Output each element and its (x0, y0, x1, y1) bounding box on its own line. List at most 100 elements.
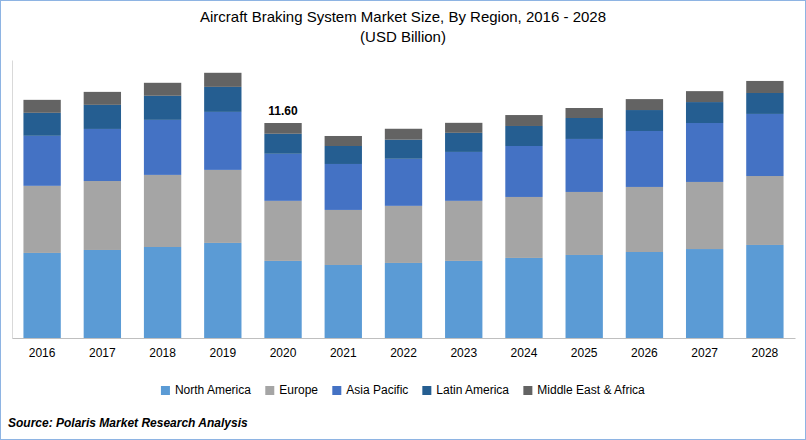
legend-swatch (523, 386, 532, 395)
bar (445, 201, 482, 261)
bar (626, 252, 663, 338)
bar (204, 87, 241, 112)
bar (746, 81, 783, 93)
x-tick-label: 2016 (29, 346, 56, 360)
chart: Aircraft Braking System Market Size, By … (0, 0, 806, 440)
legend-item: North America (161, 383, 251, 397)
y-axis-line (12, 61, 13, 339)
x-tick-label: 2027 (691, 346, 718, 360)
bar (566, 255, 603, 338)
bar (505, 126, 542, 146)
bar (84, 105, 121, 129)
bar (325, 146, 362, 164)
legend-item: Asia Pacific (332, 383, 408, 397)
bar (746, 176, 783, 245)
x-tick-label: 2018 (149, 346, 176, 360)
bar (626, 110, 663, 131)
bar (325, 210, 362, 265)
x-tick: 2017 (89, 338, 116, 360)
x-tick: 2028 (752, 338, 779, 360)
x-tick-label: 2026 (631, 346, 658, 360)
bar (445, 261, 482, 338)
bar (445, 123, 482, 133)
x-tick: 2019 (209, 338, 236, 360)
bar (566, 192, 603, 255)
legend-label: Middle East & Africa (537, 383, 645, 397)
legend-item: Middle East & Africa (523, 383, 645, 397)
bar (505, 258, 542, 338)
bar (23, 186, 60, 253)
bar (385, 140, 422, 159)
bar (686, 91, 723, 102)
bar (686, 182, 723, 249)
bar (144, 175, 181, 247)
bar (204, 112, 241, 170)
x-tick-label: 2023 (450, 346, 477, 360)
bar (385, 129, 422, 140)
bar (144, 83, 181, 96)
x-tick-label: 2021 (330, 346, 357, 360)
x-tick: 2027 (691, 338, 718, 360)
bar (325, 164, 362, 210)
x-tick: 2026 (631, 338, 658, 360)
bar (385, 206, 422, 263)
bar (686, 123, 723, 182)
legend-label: Latin America (436, 383, 509, 397)
bar (626, 187, 663, 252)
legend-item: Europe (265, 383, 318, 397)
x-tick-label: 2020 (270, 346, 297, 360)
x-tick: 2021 (330, 338, 357, 360)
legend-swatch (332, 386, 341, 395)
bar (746, 114, 783, 176)
bar (23, 253, 60, 338)
bar (626, 99, 663, 110)
legend-label: Europe (279, 383, 318, 397)
bar (84, 92, 121, 105)
bar (385, 263, 422, 338)
bar (626, 131, 663, 187)
x-tick: 2022 (390, 338, 417, 360)
bar (505, 146, 542, 197)
x-tick-label: 2025 (571, 346, 598, 360)
x-tick-label: 2028 (752, 346, 779, 360)
bar (23, 136, 60, 186)
bar (264, 134, 301, 154)
series-bars (23, 87, 783, 164)
bar (686, 249, 723, 338)
bar (84, 250, 121, 338)
bar (23, 113, 60, 136)
bar (566, 118, 603, 139)
bar (385, 159, 422, 206)
x-tick: 2018 (149, 338, 176, 360)
x-tick: 2024 (511, 338, 538, 360)
bar (566, 108, 603, 118)
bar (325, 265, 362, 338)
x-tick-label: 2017 (89, 346, 116, 360)
bar (445, 133, 482, 152)
bar (84, 129, 121, 181)
bar (264, 201, 301, 261)
series-bars (23, 112, 783, 210)
x-tick: 2016 (29, 338, 56, 360)
legend-label: Asia Pacific (346, 383, 408, 397)
bar (204, 73, 241, 87)
x-tick-label: 2024 (511, 346, 538, 360)
series-bars (23, 73, 783, 146)
legend-label: North America (175, 383, 251, 397)
bar (264, 123, 301, 134)
bar (264, 154, 301, 201)
x-tick: 2023 (450, 338, 477, 360)
bar (566, 139, 603, 192)
bar (505, 197, 542, 258)
source: Source: Polaris Market Research Analysis (8, 416, 248, 430)
x-tick-label: 2019 (209, 346, 236, 360)
x-tick: 2025 (571, 338, 598, 360)
bar (264, 261, 301, 338)
x-axis: 2016 2017 2018 2019 2020 2021 2022 2023 2024 2025… (13, 338, 796, 360)
bar (23, 100, 60, 113)
annotation: 11.60 (268, 104, 298, 118)
bar (505, 115, 542, 126)
bar (686, 102, 723, 123)
x-tick-label: 2022 (390, 346, 417, 360)
frame (1, 1, 806, 440)
